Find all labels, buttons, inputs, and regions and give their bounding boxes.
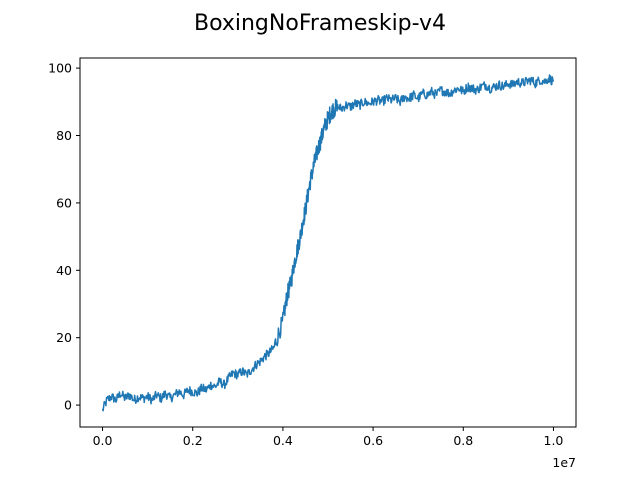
plot-area: 0.0 0.2 0.4 0.6 0.8 1.0 0 20 40 60 80 100 <box>48 57 577 448</box>
y-tick-label: 80 <box>56 128 72 143</box>
x-tick-label: 0.0 <box>93 433 113 448</box>
y-tick-label: 100 <box>48 61 72 76</box>
x-tick-label: 0.6 <box>363 433 383 448</box>
x-tick-label: 1.0 <box>544 433 564 448</box>
series-line <box>101 74 555 412</box>
y-tick-label: 20 <box>56 330 72 345</box>
x-axis-offset-label: 1e7 <box>552 455 576 470</box>
x-tick-label: 0.2 <box>183 433 203 448</box>
x-tick-label: 0.4 <box>273 433 293 448</box>
x-tick-label: 0.8 <box>453 433 473 448</box>
axes-frame <box>79 57 577 428</box>
y-tick-label: 40 <box>56 263 72 278</box>
chart-title: BoxingNoFrameskip-v4 <box>194 11 446 36</box>
y-tick-label: 60 <box>56 195 72 210</box>
y-tick-label: 0 <box>64 398 72 413</box>
